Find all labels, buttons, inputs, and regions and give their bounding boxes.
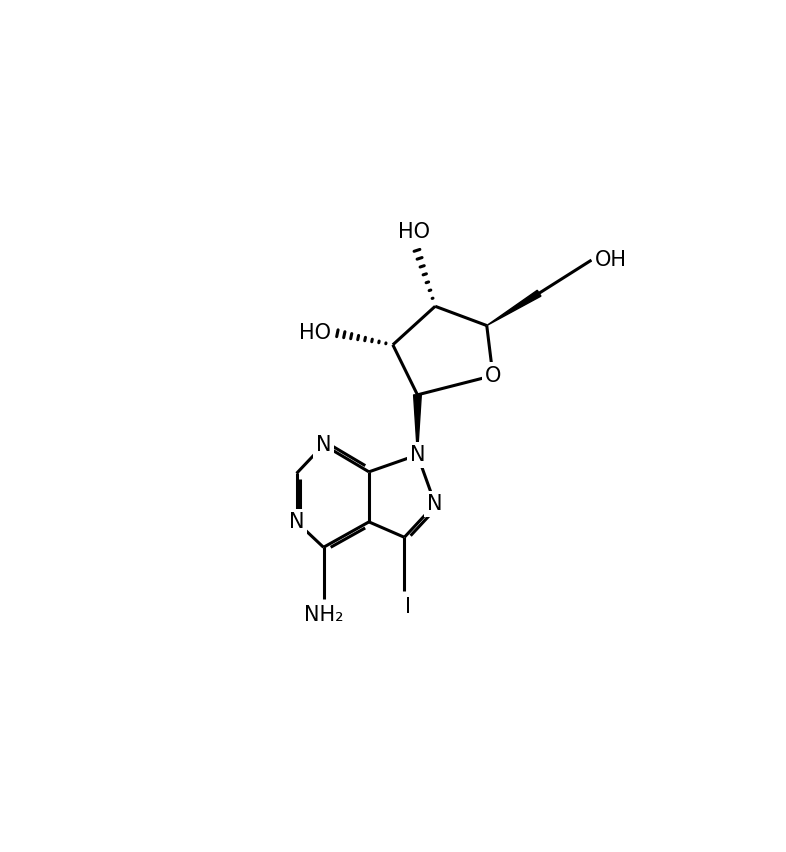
- Text: NH₂: NH₂: [303, 605, 343, 625]
- Text: OH: OH: [595, 250, 627, 270]
- Text: O: O: [485, 366, 501, 386]
- Polygon shape: [413, 394, 421, 455]
- Text: N: N: [316, 435, 331, 455]
- Text: I: I: [406, 597, 411, 618]
- Text: HO: HO: [399, 222, 431, 242]
- Text: N: N: [288, 512, 304, 532]
- Polygon shape: [487, 291, 541, 325]
- Text: N: N: [410, 445, 425, 465]
- Text: HO: HO: [299, 323, 331, 343]
- Text: N: N: [428, 494, 443, 514]
